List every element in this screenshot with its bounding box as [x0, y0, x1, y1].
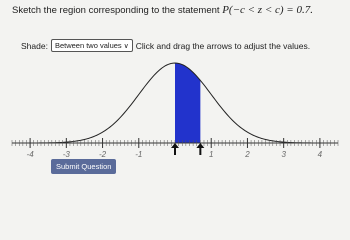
- x-tick-label: 1: [209, 150, 213, 157]
- submit-button[interactable]: Submit Question: [51, 159, 117, 174]
- prompt-text: Sketch the region corresponding to the s…: [12, 5, 220, 16]
- x-tick-label: 2: [244, 150, 250, 157]
- controls: Shade: Between two values Click and drag…: [21, 39, 310, 52]
- x-tick-label: -2: [99, 150, 107, 157]
- graph: -4-3-2-112340.00.7: [11, 62, 339, 157]
- x-tick-label: -3: [63, 150, 71, 157]
- instruction: Click and drag the arrows to adjust the …: [135, 40, 311, 51]
- page: Sketch the region corresponding to the s…: [0, 0, 350, 178]
- x-tick-label: -4: [27, 150, 35, 157]
- x-tick-label: 3: [281, 150, 286, 157]
- shaded-region: [175, 63, 201, 143]
- shade-dropdown[interactable]: Between two values: [50, 39, 133, 52]
- prompt-formula: P(−c < z < c) = 0.7.: [222, 4, 313, 16]
- x-tick-label: 4: [318, 150, 323, 157]
- prompt: Sketch the region corresponding to the s…: [12, 4, 313, 16]
- x-tick-label: -1: [135, 150, 142, 157]
- shade-label: Shade:: [21, 40, 48, 51]
- drag-arrow[interactable]: [196, 143, 205, 155]
- drag-arrow[interactable]: [171, 143, 179, 155]
